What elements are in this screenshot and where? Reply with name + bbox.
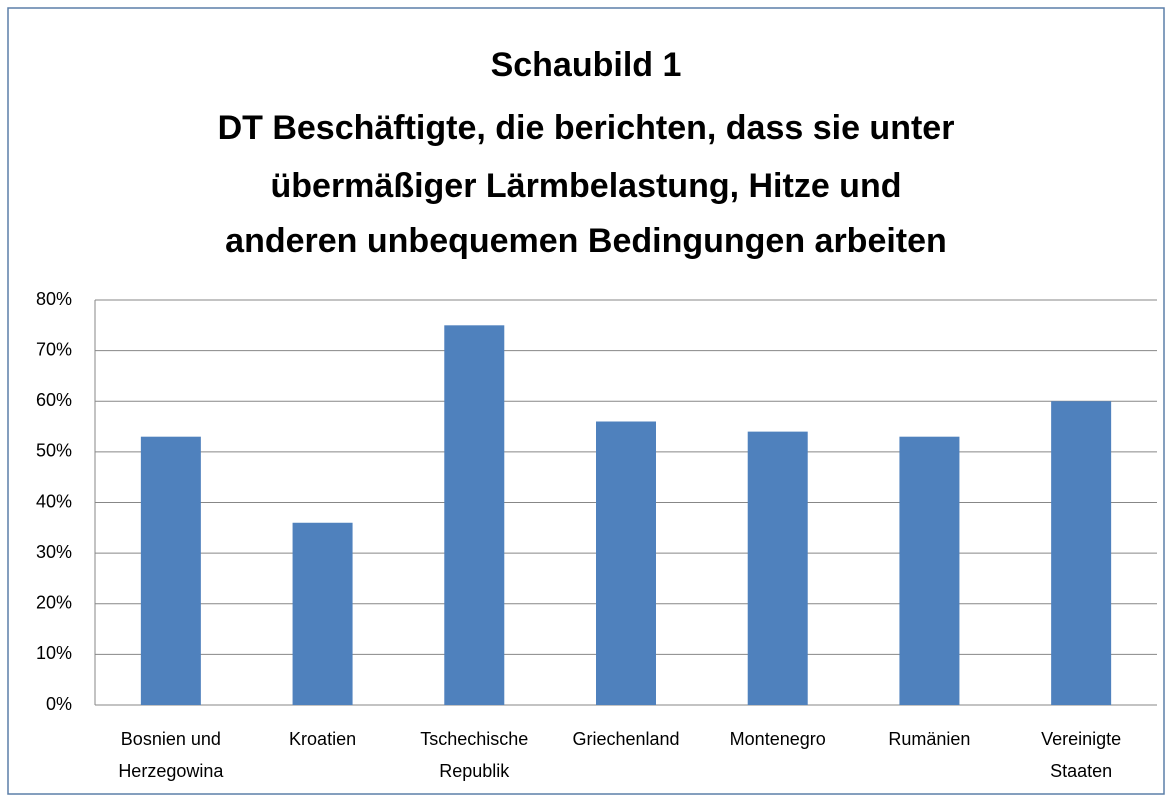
bar bbox=[1051, 401, 1112, 705]
x-tick-label: Vereinigte bbox=[1041, 729, 1121, 749]
y-tick-label: 30% bbox=[36, 542, 72, 562]
y-tick-label: 40% bbox=[36, 491, 72, 511]
x-tick-label: Tschechische bbox=[420, 729, 528, 749]
y-tick-label: 70% bbox=[36, 339, 72, 359]
chart-title: DT Beschäftigte, die berichten, dass sie… bbox=[218, 109, 955, 147]
chart-title: anderen unbequemen Bedingungen arbeiten bbox=[225, 222, 947, 260]
y-tick-label: 50% bbox=[36, 441, 72, 461]
bar bbox=[747, 431, 808, 705]
x-tick-label: Montenegro bbox=[730, 729, 826, 749]
bar bbox=[292, 522, 353, 705]
y-tick-label: 80% bbox=[36, 289, 72, 309]
x-tick-label: Staaten bbox=[1050, 761, 1112, 781]
y-tick-label: 0% bbox=[46, 694, 72, 714]
x-tick-label: Rumänien bbox=[888, 729, 970, 749]
bar bbox=[444, 325, 505, 705]
y-tick-label: 10% bbox=[36, 643, 72, 663]
bar bbox=[596, 421, 656, 705]
y-tick-label: 20% bbox=[36, 593, 72, 613]
bar bbox=[140, 436, 201, 705]
chart-title: Schaubild 1 bbox=[491, 46, 682, 84]
x-tick-label: Griechenland bbox=[572, 729, 679, 749]
x-tick-label: Republik bbox=[439, 761, 510, 781]
x-tick-label: Kroatien bbox=[289, 729, 356, 749]
x-tick-label: Herzegowina bbox=[118, 761, 224, 781]
y-tick-label: 60% bbox=[36, 390, 72, 410]
x-tick-label: Bosnien und bbox=[121, 729, 221, 749]
bar bbox=[899, 436, 960, 705]
chart-title: übermäßiger Lärmbelastung, Hitze und bbox=[271, 167, 902, 205]
